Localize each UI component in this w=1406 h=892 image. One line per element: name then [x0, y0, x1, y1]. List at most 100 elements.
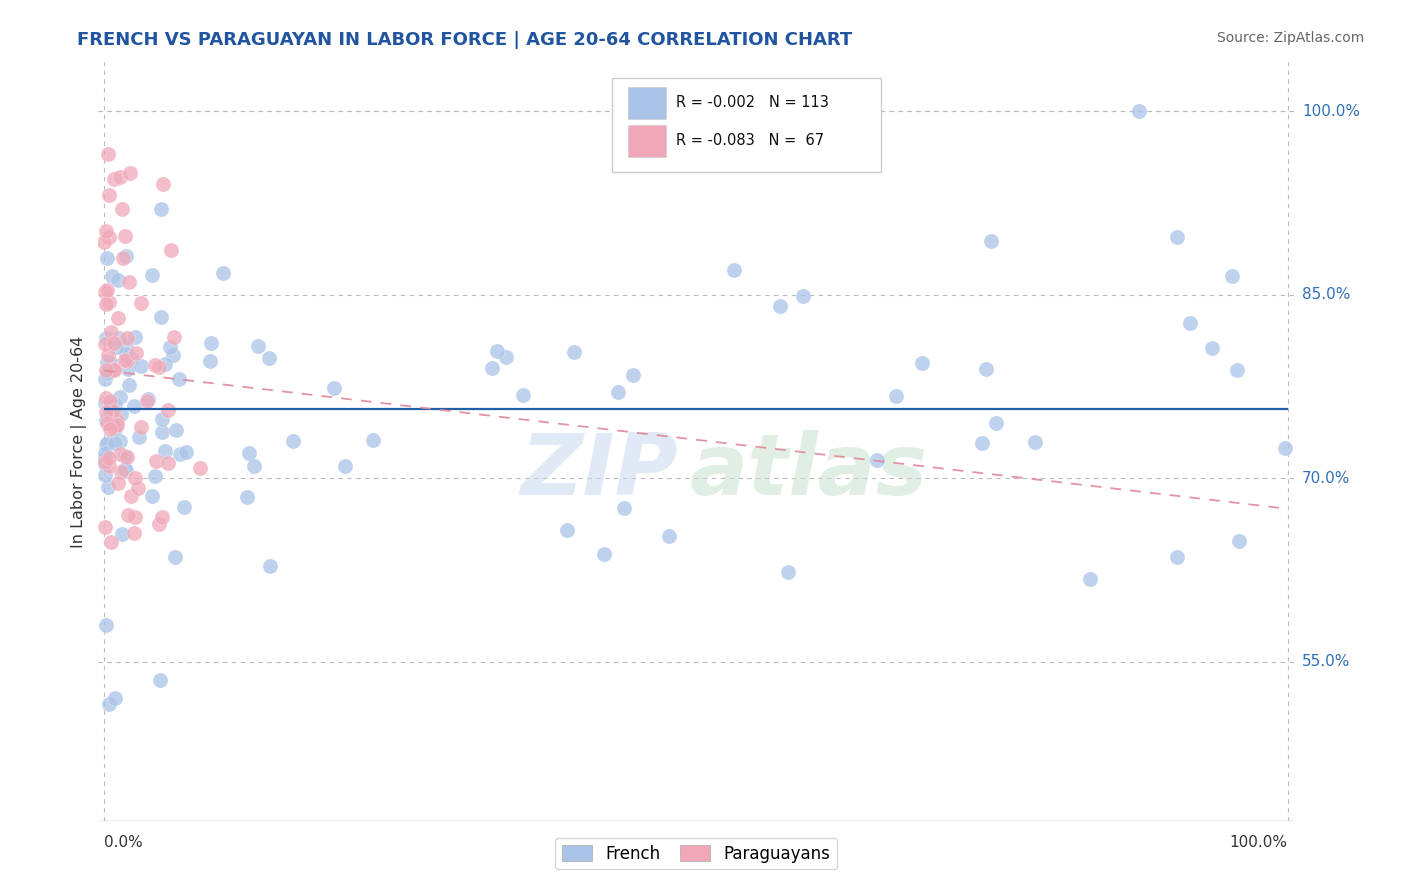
- Point: [101, 357, 124, 371]
- Point: [94, 455, 117, 469]
- Point: [114, 449, 136, 463]
- Point: [114, 353, 136, 368]
- Point: [153, 443, 176, 458]
- Point: [98, 295, 121, 310]
- Point: [111, 527, 134, 541]
- Point: [96, 480, 118, 494]
- Point: [98, 698, 121, 712]
- Point: [150, 202, 173, 217]
- Point: [101, 403, 124, 417]
- Point: [97, 147, 120, 161]
- Point: [107, 311, 129, 326]
- Point: [93, 285, 115, 299]
- Point: [111, 202, 134, 216]
- Point: [972, 435, 994, 450]
- Point: [152, 178, 174, 192]
- Point: [104, 436, 127, 450]
- FancyBboxPatch shape: [613, 78, 882, 172]
- Point: [658, 529, 681, 543]
- Point: [562, 345, 585, 359]
- Text: 0.0%: 0.0%: [104, 835, 143, 850]
- Text: 100.0%: 100.0%: [1230, 835, 1288, 850]
- Text: ZIP: ZIP: [520, 430, 678, 514]
- Point: [150, 412, 173, 426]
- Point: [117, 330, 139, 344]
- Point: [246, 339, 269, 353]
- Point: [135, 393, 157, 408]
- Point: [98, 417, 121, 431]
- Text: Source: ZipAtlas.com: Source: ZipAtlas.com: [1216, 31, 1364, 45]
- Point: [984, 416, 1007, 430]
- Legend: French, Paraguayans: French, Paraguayans: [555, 838, 837, 869]
- Point: [169, 447, 191, 461]
- Point: [212, 267, 235, 281]
- Point: [257, 351, 280, 365]
- Point: [129, 359, 152, 373]
- Point: [94, 396, 117, 410]
- Point: [94, 337, 117, 351]
- Point: [128, 429, 150, 443]
- Point: [94, 450, 117, 465]
- Point: [156, 456, 179, 470]
- Point: [96, 366, 118, 380]
- Point: [98, 450, 121, 465]
- Point: [120, 166, 142, 180]
- Point: [94, 413, 117, 427]
- Point: [173, 500, 195, 515]
- Point: [150, 425, 173, 439]
- Point: [94, 363, 117, 377]
- Point: [103, 419, 125, 434]
- Point: [127, 481, 149, 495]
- Point: [149, 673, 172, 687]
- Point: [115, 463, 138, 477]
- Point: [1201, 341, 1223, 355]
- Point: [108, 170, 131, 185]
- Point: [136, 392, 159, 406]
- Point: [613, 500, 636, 515]
- Point: [555, 523, 578, 537]
- Point: [125, 346, 148, 360]
- Point: [117, 361, 139, 376]
- Point: [148, 360, 170, 375]
- Point: [94, 618, 117, 632]
- Point: [129, 420, 152, 434]
- Point: [165, 550, 187, 565]
- Point: [163, 330, 186, 344]
- Point: [122, 526, 145, 541]
- Point: [101, 269, 124, 284]
- Point: [481, 361, 503, 376]
- Point: [769, 299, 792, 313]
- Point: [108, 447, 131, 461]
- Point: [117, 450, 139, 464]
- Text: 100.0%: 100.0%: [1302, 103, 1360, 119]
- Point: [117, 508, 139, 522]
- Point: [606, 384, 628, 399]
- Point: [115, 354, 138, 368]
- Text: FRENCH VS PARAGUAYAN IN LABOR FORCE | AGE 20-64 CORRELATION CHART: FRENCH VS PARAGUAYAN IN LABOR FORCE | AG…: [77, 31, 852, 49]
- Point: [105, 418, 128, 433]
- Point: [104, 397, 127, 411]
- Point: [621, 368, 644, 382]
- Point: [100, 361, 122, 376]
- Point: [1166, 230, 1188, 244]
- Point: [98, 358, 121, 372]
- Point: [198, 354, 221, 368]
- Point: [98, 459, 121, 474]
- Text: atlas: atlas: [690, 430, 928, 514]
- Point: [792, 289, 814, 303]
- Point: [1166, 549, 1188, 564]
- Point: [866, 453, 889, 467]
- Point: [96, 224, 118, 238]
- Point: [911, 355, 934, 369]
- Point: [98, 421, 121, 435]
- Point: [1220, 269, 1243, 284]
- Point: [94, 457, 117, 471]
- Point: [283, 434, 305, 449]
- Point: [104, 422, 127, 436]
- Point: [96, 391, 118, 405]
- Point: [124, 509, 146, 524]
- Point: [94, 446, 117, 460]
- Point: [1024, 434, 1046, 449]
- Point: [323, 381, 346, 395]
- Point: [108, 331, 131, 345]
